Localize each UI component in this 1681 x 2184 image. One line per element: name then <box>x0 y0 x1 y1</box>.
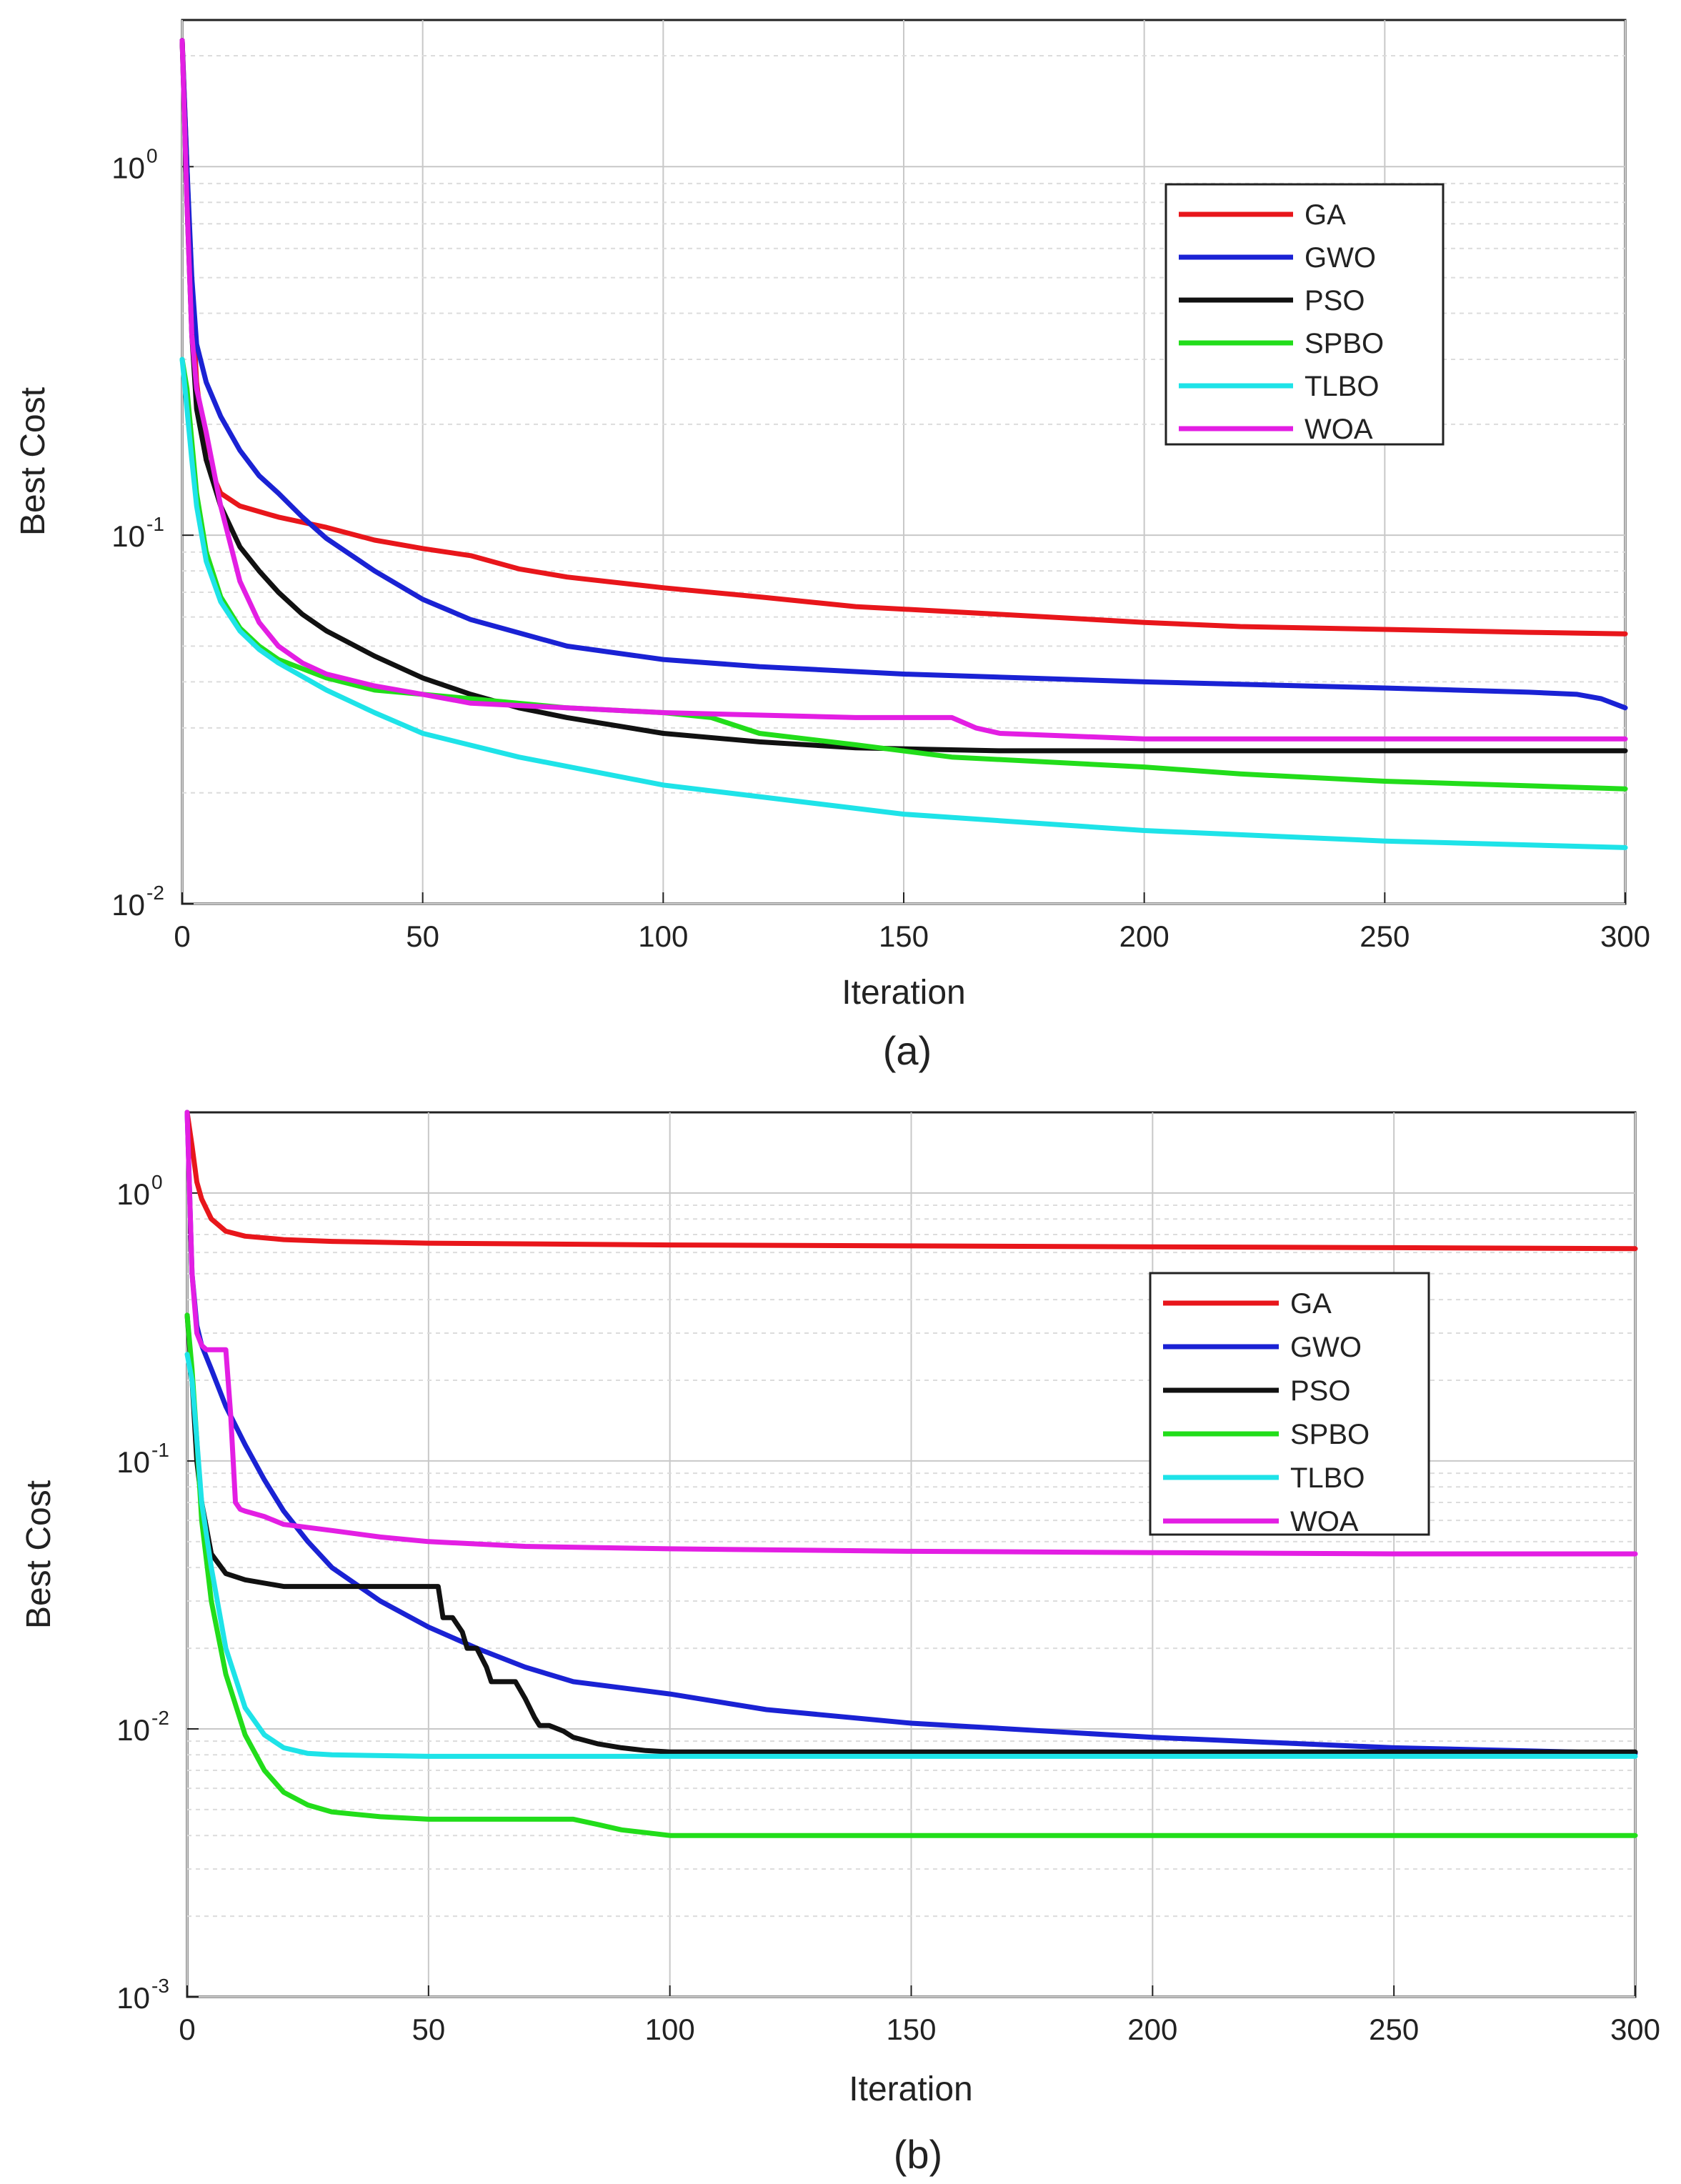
x-tick-label: 300 <box>1610 2013 1660 2046</box>
y-tick-label: 10 <box>116 1177 150 1211</box>
y-tick-base: 10 <box>116 1713 150 1747</box>
legend: GA GWO PSO SPBO TLBO WOA <box>1164 183 1445 446</box>
y-axis-label: Best Cost <box>14 387 52 536</box>
y-tick-base: 10 <box>116 1981 150 2015</box>
y-tick-exponent: -2 <box>146 882 164 904</box>
y-tick-exponent: 0 <box>146 144 158 166</box>
x-tick-label: 150 <box>879 919 929 953</box>
legend-label-gwo: GWO <box>1305 242 1376 274</box>
y-tick-exponent: -1 <box>146 513 164 535</box>
series-line-tlbo <box>184 1352 1638 1759</box>
x-axis-label: Iteration <box>842 974 965 1012</box>
y-tick-base: 10 <box>111 519 145 553</box>
y-tick-base: 10 <box>111 888 145 922</box>
y-tick-label: 10 <box>116 1713 150 1747</box>
y-tick-label: 10 <box>111 151 145 184</box>
legend-label-tlbo: TLBO <box>1290 1462 1365 1494</box>
x-tick-label: 250 <box>1369 2013 1419 2046</box>
panel-caption: (b) <box>894 2132 942 2177</box>
series-line-spbo <box>184 1312 1638 1838</box>
x-tick-label: 200 <box>1127 2013 1177 2046</box>
y-tick-base: 10 <box>116 1177 150 1211</box>
y-tick-label: 10 <box>111 519 145 553</box>
y-tick-label: 10 <box>116 1981 150 2015</box>
legend-label-woa: WOA <box>1290 1506 1359 1537</box>
legend-label-spbo: SPBO <box>1290 1419 1370 1450</box>
legend-label-gwo: GWO <box>1290 1332 1362 1363</box>
y-tick-exponent: -1 <box>151 1439 169 1461</box>
y-tick-exponent: -3 <box>151 1975 169 1997</box>
legend-label-tlbo: TLBO <box>1305 371 1379 402</box>
x-axis-label: Iteration <box>849 2070 972 2108</box>
y-tick-exponent: 0 <box>151 1171 163 1193</box>
legend-label-ga: GA <box>1290 1288 1332 1320</box>
legend-box <box>1149 1272 1430 1536</box>
legend-label-woa: WOA <box>1305 414 1373 445</box>
x-tick-label: 50 <box>411 2013 445 2046</box>
legend-label-pso: PSO <box>1305 285 1365 316</box>
legend-box <box>1164 183 1445 446</box>
series-line-woa <box>184 1110 1638 1557</box>
x-tick-label: 0 <box>174 919 190 953</box>
x-tick-label: 200 <box>1119 919 1169 953</box>
legend-label-pso: PSO <box>1290 1375 1350 1407</box>
series-line-pso <box>184 1312 1638 1755</box>
x-tick-label: 300 <box>1600 919 1650 953</box>
legend-label-spbo: SPBO <box>1305 328 1384 359</box>
y-axis-label: Best Cost <box>20 1480 58 1629</box>
y-tick-base: 10 <box>116 1445 150 1479</box>
series-line-ga <box>184 1110 1638 1252</box>
y-tick-label: 10 <box>111 888 145 922</box>
x-tick-label: 250 <box>1360 919 1410 953</box>
y-tick-exponent: -2 <box>151 1707 169 1729</box>
x-tick-label: 150 <box>886 2013 936 2046</box>
panel-caption: (a) <box>883 1028 932 1073</box>
x-tick-label: 0 <box>179 2013 195 2046</box>
x-tick-label: 50 <box>406 919 439 953</box>
series-line-woa <box>179 38 1628 742</box>
series-line-gwo <box>179 38 1628 711</box>
x-tick-label: 100 <box>645 2013 695 2046</box>
series-line-tlbo <box>179 356 1628 850</box>
y-tick-base: 10 <box>111 151 145 184</box>
legend-label-ga: GA <box>1305 199 1346 231</box>
legend: GA GWO PSO SPBO TLBO WOA <box>1149 1272 1430 1537</box>
x-tick-label: 100 <box>638 919 688 953</box>
y-tick-label: 10 <box>116 1445 150 1479</box>
